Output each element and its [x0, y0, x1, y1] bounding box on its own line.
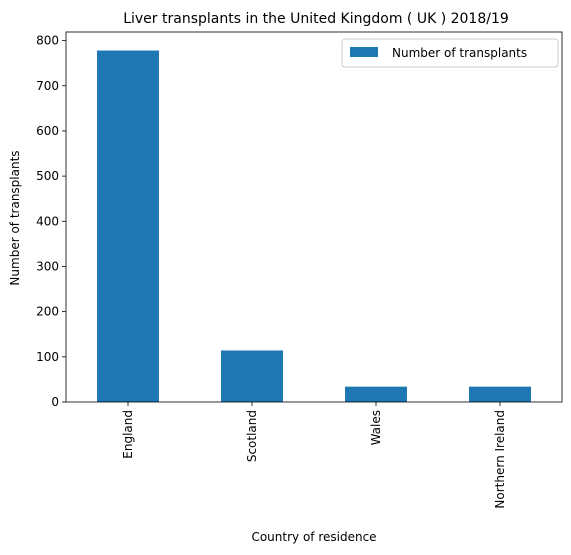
- bar-wales: [345, 386, 407, 402]
- y-tick-label: 500: [36, 169, 59, 183]
- y-tick-label: 800: [36, 34, 59, 48]
- chart-title: Liver transplants in the United Kingdom …: [123, 11, 509, 27]
- legend-label: Number of transplants: [392, 46, 527, 60]
- y-tick-label: 300: [36, 259, 59, 273]
- y-tick-label: 0: [51, 395, 59, 409]
- x-tick-label: Northern Ireland: [493, 410, 507, 509]
- y-tick-label: 200: [36, 305, 59, 319]
- bar-northern-ireland: [469, 386, 531, 402]
- y-tick-label: 700: [36, 79, 59, 93]
- legend-frame: [341, 38, 559, 68]
- y-tick-label: 100: [36, 350, 59, 364]
- y-axis-label: Number of transplants: [8, 150, 22, 285]
- legend: Number of transplants: [341, 38, 559, 68]
- bars-group: [97, 50, 531, 403]
- plot-frame: [65, 31, 563, 403]
- x-tick-label: Scotland: [245, 410, 259, 462]
- x-tick-label: England: [121, 410, 135, 459]
- x-tick-label: Wales: [369, 410, 383, 445]
- y-tick-label: 400: [36, 214, 59, 228]
- x-axis-label: Country of residence: [251, 530, 376, 544]
- legend-swatch: [350, 47, 378, 57]
- bar-england: [97, 50, 159, 403]
- y-tick-label: 600: [36, 124, 59, 138]
- x-axis-ticks: England Scotland Wales Northern Ireland: [121, 402, 507, 509]
- y-axis-ticks: 0 100 200 300 400 500 600 700 800: [36, 34, 66, 409]
- bar-scotland: [221, 350, 283, 402]
